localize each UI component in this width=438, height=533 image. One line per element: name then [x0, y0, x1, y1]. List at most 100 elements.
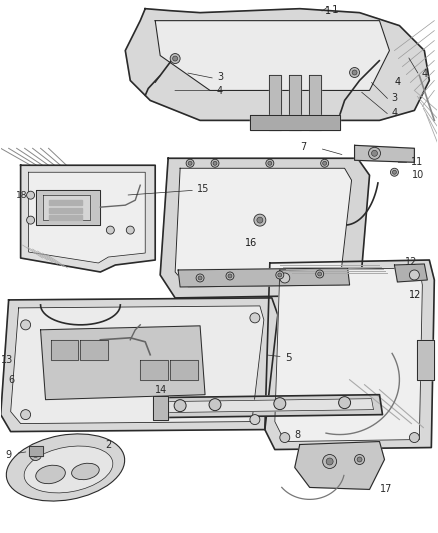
- Polygon shape: [170, 360, 198, 379]
- Polygon shape: [160, 158, 370, 298]
- Circle shape: [266, 159, 274, 167]
- Polygon shape: [175, 168, 352, 287]
- Polygon shape: [49, 215, 82, 220]
- Circle shape: [250, 415, 260, 425]
- Text: 18: 18: [16, 191, 27, 200]
- Polygon shape: [417, 340, 434, 379]
- Polygon shape: [125, 9, 429, 120]
- Ellipse shape: [71, 463, 99, 480]
- Circle shape: [326, 458, 333, 465]
- Circle shape: [276, 271, 284, 279]
- Circle shape: [274, 398, 286, 410]
- Circle shape: [186, 159, 194, 167]
- Circle shape: [174, 400, 186, 411]
- Circle shape: [280, 433, 290, 442]
- Text: 15: 15: [197, 184, 209, 194]
- Circle shape: [323, 455, 337, 469]
- Text: 2: 2: [106, 440, 112, 449]
- Polygon shape: [35, 190, 100, 225]
- Circle shape: [323, 161, 327, 165]
- Circle shape: [357, 457, 362, 462]
- Text: 14: 14: [155, 385, 167, 394]
- Text: 1: 1: [332, 5, 338, 15]
- Circle shape: [280, 273, 290, 283]
- Text: 5: 5: [285, 353, 291, 363]
- Circle shape: [257, 217, 263, 223]
- Circle shape: [27, 191, 35, 199]
- Polygon shape: [81, 340, 108, 360]
- Circle shape: [339, 397, 350, 409]
- Polygon shape: [295, 441, 385, 489]
- Text: 6: 6: [9, 375, 15, 385]
- Polygon shape: [289, 76, 301, 131]
- Polygon shape: [155, 21, 389, 91]
- Text: 16: 16: [245, 238, 257, 248]
- Circle shape: [106, 226, 114, 234]
- Text: 12: 12: [406, 257, 418, 267]
- Polygon shape: [178, 268, 350, 287]
- Circle shape: [321, 159, 328, 167]
- Circle shape: [213, 161, 217, 165]
- Polygon shape: [162, 399, 374, 413]
- Polygon shape: [269, 76, 281, 131]
- Circle shape: [350, 68, 360, 77]
- Circle shape: [170, 53, 180, 63]
- Ellipse shape: [24, 446, 113, 493]
- Polygon shape: [395, 264, 427, 282]
- Polygon shape: [21, 165, 155, 272]
- Ellipse shape: [6, 434, 125, 501]
- Circle shape: [318, 272, 321, 276]
- Text: 12: 12: [410, 290, 422, 300]
- Circle shape: [196, 274, 204, 282]
- Circle shape: [368, 147, 381, 159]
- Text: 10: 10: [413, 170, 424, 180]
- Polygon shape: [28, 172, 145, 263]
- Circle shape: [410, 270, 419, 280]
- Circle shape: [228, 274, 232, 278]
- Text: 17: 17: [379, 484, 392, 495]
- Circle shape: [316, 270, 324, 278]
- Polygon shape: [41, 326, 205, 400]
- Circle shape: [352, 70, 357, 75]
- Polygon shape: [140, 360, 168, 379]
- Circle shape: [211, 159, 219, 167]
- Polygon shape: [155, 394, 382, 417]
- Ellipse shape: [36, 465, 65, 483]
- Text: 11: 11: [411, 157, 424, 167]
- Text: 4: 4: [421, 69, 427, 78]
- Text: 13: 13: [1, 355, 13, 365]
- Text: 3: 3: [392, 93, 398, 103]
- Polygon shape: [42, 195, 90, 220]
- Polygon shape: [11, 306, 264, 424]
- Circle shape: [198, 276, 202, 280]
- Polygon shape: [250, 116, 339, 131]
- Circle shape: [21, 410, 31, 419]
- Circle shape: [30, 449, 42, 461]
- Circle shape: [268, 161, 272, 165]
- Text: 3: 3: [217, 72, 223, 83]
- Polygon shape: [1, 298, 278, 432]
- Polygon shape: [49, 208, 82, 213]
- Polygon shape: [265, 260, 434, 449]
- Text: 7: 7: [300, 142, 306, 152]
- Circle shape: [390, 168, 399, 176]
- Text: 1: 1: [325, 6, 331, 15]
- Polygon shape: [49, 200, 82, 205]
- Text: 8: 8: [295, 430, 301, 440]
- Circle shape: [173, 56, 178, 61]
- Circle shape: [188, 161, 192, 165]
- Text: 4: 4: [392, 108, 398, 118]
- Polygon shape: [275, 268, 422, 441]
- Circle shape: [250, 313, 260, 323]
- Text: 4: 4: [217, 86, 223, 96]
- Polygon shape: [50, 340, 78, 360]
- Polygon shape: [28, 446, 42, 456]
- Circle shape: [21, 320, 31, 330]
- Circle shape: [126, 226, 134, 234]
- Polygon shape: [153, 395, 168, 419]
- Circle shape: [32, 451, 39, 457]
- Circle shape: [371, 150, 378, 156]
- Circle shape: [209, 399, 221, 410]
- Circle shape: [254, 214, 266, 226]
- Circle shape: [278, 273, 282, 277]
